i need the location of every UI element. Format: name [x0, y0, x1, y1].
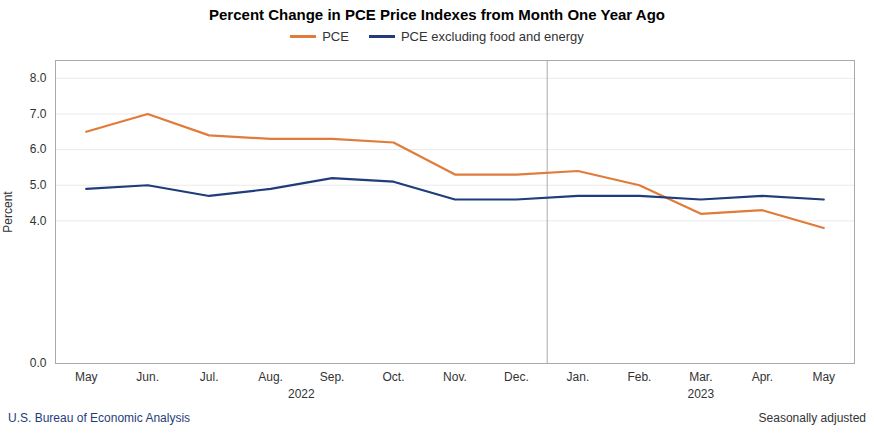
svg-text:Sep.: Sep. — [320, 370, 345, 384]
svg-text:2022: 2022 — [288, 387, 315, 401]
svg-text:Percent: Percent — [1, 191, 15, 233]
svg-text:7.0: 7.0 — [30, 107, 47, 121]
svg-text:May: May — [812, 370, 835, 384]
svg-text:5.0: 5.0 — [30, 178, 47, 192]
svg-text:0.0: 0.0 — [30, 356, 47, 370]
svg-text:6.0: 6.0 — [30, 142, 47, 156]
svg-text:May: May — [75, 370, 98, 384]
svg-text:8.0: 8.0 — [30, 71, 47, 85]
svg-text:Nov.: Nov. — [443, 370, 467, 384]
svg-text:Oct.: Oct. — [383, 370, 405, 384]
svg-text:Aug.: Aug. — [258, 370, 283, 384]
html-text:PCE excluding food and energy: PCE excluding food and energy — [400, 28, 584, 44]
svg-text:Feb.: Feb. — [627, 370, 651, 384]
svg-text:Jan.: Jan. — [567, 370, 590, 384]
svg-text:Mar.: Mar. — [689, 370, 712, 384]
html-text:U.S. Bureau of Economic Analys: U.S. Bureau of Economic Analysis — [8, 411, 191, 425]
svg-text:2023: 2023 — [687, 387, 714, 401]
svg-text:Dec.: Dec. — [504, 370, 529, 384]
html-text:Seasonally adjusted: Seasonally adjusted — [758, 411, 866, 425]
html-text:PCE: PCE — [322, 28, 349, 44]
html-text:Percent Change in PCE Price In: Percent Change in PCE Price Indexes from… — [209, 6, 665, 23]
svg-text:4.0: 4.0 — [30, 214, 47, 228]
svg-text:Jun.: Jun. — [136, 370, 159, 384]
svg-text:Apr.: Apr. — [752, 370, 773, 384]
svg-text:Jul.: Jul. — [200, 370, 219, 384]
